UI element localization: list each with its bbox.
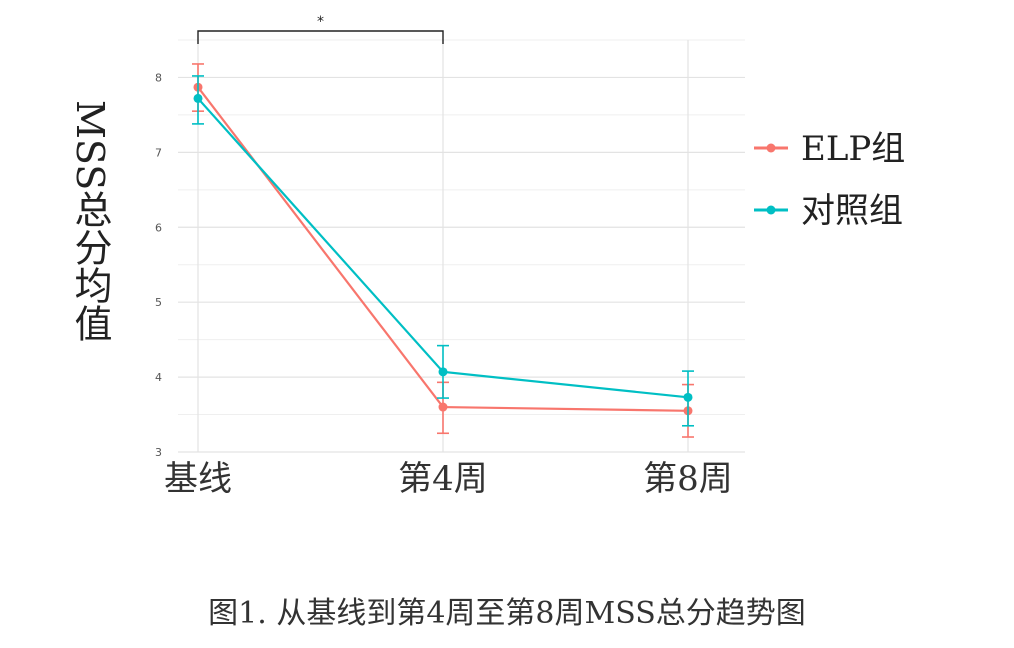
x-tick-label: 第8周: [643, 459, 733, 499]
series-1: [192, 75, 694, 427]
x-axis-ticks: 基线 第4周 第8周: [164, 459, 733, 499]
figure-caption: 图1. 从基线到第4周至第8周MSS总分趋势图: [208, 596, 806, 631]
legend-label: ELP组: [801, 129, 905, 169]
y-tick-label: 4: [155, 371, 162, 384]
data-point: [683, 392, 693, 402]
y-axis-label: MSS总分均值: [68, 100, 112, 343]
significance-bracket: *: [197, 14, 444, 44]
legend-key-point: [766, 205, 776, 215]
data-point: [438, 367, 448, 377]
y-tick-label: 8: [155, 71, 162, 84]
series-group: [192, 63, 694, 438]
data-point: [438, 402, 448, 412]
y-tick-label: 5: [155, 296, 162, 309]
x-tick-label: 第4周: [398, 459, 488, 499]
data-point: [193, 93, 203, 103]
x-tick-label: 基线: [164, 459, 232, 499]
bracket-line: [197, 30, 444, 44]
y-tick-label: 6: [155, 221, 162, 234]
grid-lines: [178, 39, 745, 453]
legend-item: ELP组: [754, 129, 905, 169]
y-axis-ticks: 3 4 5 6 7 8: [155, 71, 162, 459]
y-tick-label: 7: [155, 146, 162, 159]
significance-label: *: [317, 14, 324, 30]
legend-item: 对照组: [754, 191, 903, 231]
y-tick-label: 3: [155, 446, 162, 459]
legend-key-point: [766, 143, 776, 153]
legend-label: 对照组: [801, 191, 903, 231]
